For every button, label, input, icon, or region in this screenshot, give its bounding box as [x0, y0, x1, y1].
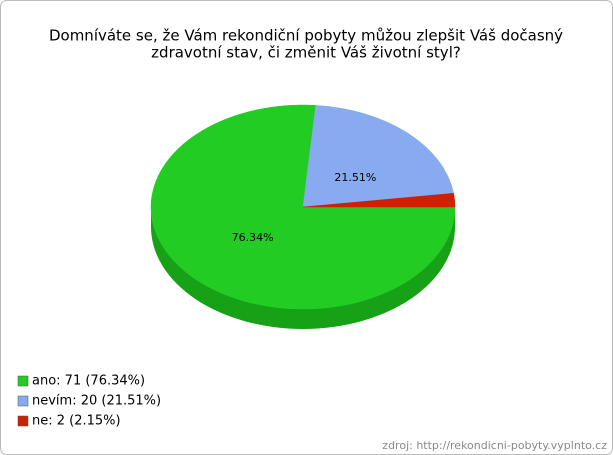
- legend-swatch: [17, 415, 29, 427]
- slice: [302, 105, 454, 208]
- legend-swatch: [17, 395, 29, 407]
- legend-label: ne: 2 (2.15%): [32, 414, 121, 429]
- slice-side: [151, 207, 455, 329]
- legend-swatch: [17, 375, 29, 387]
- slice: [302, 192, 456, 208]
- legend-label: nevím: 20 (21.51%): [32, 394, 161, 409]
- chart-title: zdravotní stav, či změnit Váš životní st…: [151, 44, 461, 62]
- data-label: 76.34%: [232, 231, 274, 244]
- data-label: 21.51%: [334, 171, 376, 184]
- source: zdroj: http://rekondicni-pobyty.vyplnto.…: [382, 439, 607, 452]
- chart-title: Domníváte se, že Vám rekondiční pobyty m…: [49, 27, 563, 45]
- legend-label: ano: 71 (76.34%): [32, 374, 145, 389]
- slice: [150, 104, 456, 310]
